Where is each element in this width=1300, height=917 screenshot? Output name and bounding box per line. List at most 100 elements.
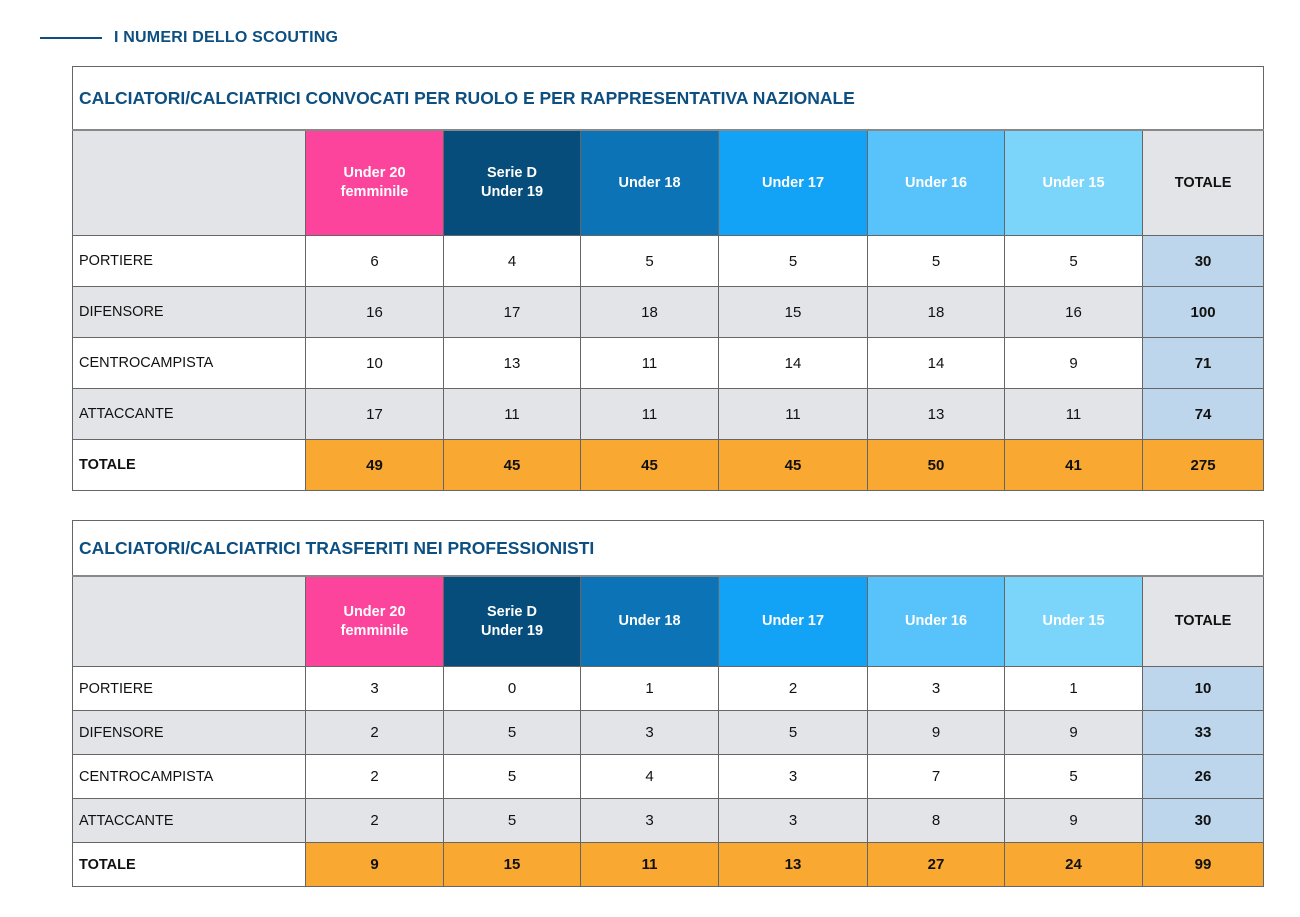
cell-value: 3 [867,666,1005,711]
row-total: 26 [1141,754,1265,799]
cell-value: 5 [580,235,719,287]
header-row: Under 20 femminile Serie D Under 19 Under 18… [72,575,1265,667]
row-total: 99 [1141,842,1265,887]
column-header-label: Under 20 [343,603,406,620]
cell-value: 10 [305,337,444,389]
cell-value: 0 [443,666,581,711]
cell-value: 9 [1004,710,1143,755]
column-header-totale: TOTALE [1141,575,1265,667]
column-header-label: Under 19 [480,184,544,200]
cell-value: 27 [867,842,1005,887]
cell-value: 9 [1004,337,1143,389]
row-total: 275 [1141,439,1265,491]
column-header: Serie D Under 19 [443,129,581,236]
column-header-label: Under 18 [618,613,681,629]
totals-row: TOTALE 9 15 11 13 27 24 99 [72,842,1265,887]
column-header-totale: TOTALE [1141,129,1265,236]
cell-value: 14 [867,337,1005,389]
column-header-label: Under 16 [904,613,968,629]
cell-value: 9 [867,710,1005,755]
row-total: 74 [1141,388,1265,440]
cell-value: 5 [443,710,581,755]
cell-value: 11 [580,388,719,440]
cell-value: 5 [443,754,581,799]
row-label: ATTACCANTE [72,798,306,843]
row-total: 33 [1141,710,1265,755]
cell-value: 41 [1004,439,1143,491]
row-label: CENTROCAMPISTA [72,337,306,389]
row-total: 71 [1141,337,1265,389]
cell-value: 11 [718,388,868,440]
column-header: Under 17 [718,575,868,667]
cell-value: 5 [718,710,868,755]
row-label: CENTROCAMPISTA [72,754,306,799]
cell-value: 5 [1004,235,1143,287]
row-total: 30 [1141,235,1265,287]
column-header: Under 18 [580,575,719,667]
table-row: ATTACCANTE 17 11 11 11 13 11 74 [72,388,1265,440]
column-header: Under 20 femminile [305,129,444,236]
cell-value: 3 [718,798,868,843]
cell-value: 11 [1004,388,1143,440]
cell-value: 5 [1004,754,1143,799]
cell-value: 3 [580,798,719,843]
cell-value: 13 [718,842,868,887]
cell-value: 4 [443,235,581,287]
column-header: Under 18 [580,129,719,236]
header-row: Under 20 femminile Serie D Under 19 Under 18… [72,129,1265,236]
column-header-label: Under 17 [761,613,825,629]
cell-value: 7 [867,754,1005,799]
cell-value: 50 [867,439,1005,491]
cell-value: 2 [305,710,444,755]
column-header-label: Serie D [487,603,537,620]
cell-value: 45 [580,439,719,491]
cell-value: 11 [580,842,719,887]
table-row: CENTROCAMPISTA 10 13 11 14 14 9 71 [72,337,1265,389]
row-total: 10 [1141,666,1265,711]
table-title: CALCIATORI/CALCIATRICI CONVOCATI PER RUO… [71,66,1265,131]
cell-value: 11 [443,388,581,440]
cell-value: 16 [305,286,444,338]
table-row: CENTROCAMPISTA 2 5 4 3 7 5 26 [72,754,1265,799]
cell-value: 24 [1004,842,1143,887]
cell-value: 17 [305,388,444,440]
table-row: ATTACCANTE 2 5 3 3 8 9 30 [72,798,1265,843]
column-header: Under 16 [867,575,1005,667]
column-header: Serie D Under 19 [443,575,581,667]
row-label: DIFENSORE [72,710,306,755]
column-header-label: femminile [340,184,409,200]
column-header: Under 16 [867,129,1005,236]
cell-value: 17 [443,286,581,338]
cell-value: 18 [867,286,1005,338]
cell-value: 3 [580,710,719,755]
header-corner [72,575,306,667]
column-header-label: Under 20 [343,165,406,181]
column-header-label: femminile [340,622,409,639]
cell-value: 14 [718,337,868,389]
section-header: I NUMERI DELLO SCOUTING [40,29,338,47]
column-header-label: Under 17 [761,174,825,191]
table-title: CALCIATORI/CALCIATRICI TRASFERITI NEI PR… [71,520,1265,577]
cell-value: 5 [718,235,868,287]
cell-value: 13 [443,337,581,389]
column-header-label: Under 16 [904,174,968,191]
row-label: PORTIERE [72,235,306,287]
cell-value: 16 [1004,286,1143,338]
row-label: PORTIERE [72,666,306,711]
column-header: Under 20 femminile [305,575,444,667]
cell-value: 2 [718,666,868,711]
table-row: PORTIERE 3 0 1 2 3 1 10 [72,666,1265,711]
table-row: DIFENSORE 16 17 18 15 18 16 100 [72,286,1265,338]
column-header: Under 15 [1004,575,1143,667]
column-header-label: Under 15 [1042,174,1105,191]
cell-value: 5 [443,798,581,843]
column-header: Under 17 [718,129,868,236]
cell-value: 45 [443,439,581,491]
column-header-label: Under 18 [618,174,681,191]
cell-value: 9 [305,842,444,887]
cell-value: 15 [718,286,868,338]
trasferiti-table: CALCIATORI/CALCIATRICI TRASFERITI NEI PR… [71,520,1265,887]
cell-value: 18 [580,286,719,338]
row-label: DIFENSORE [72,286,306,338]
cell-value: 45 [718,439,868,491]
